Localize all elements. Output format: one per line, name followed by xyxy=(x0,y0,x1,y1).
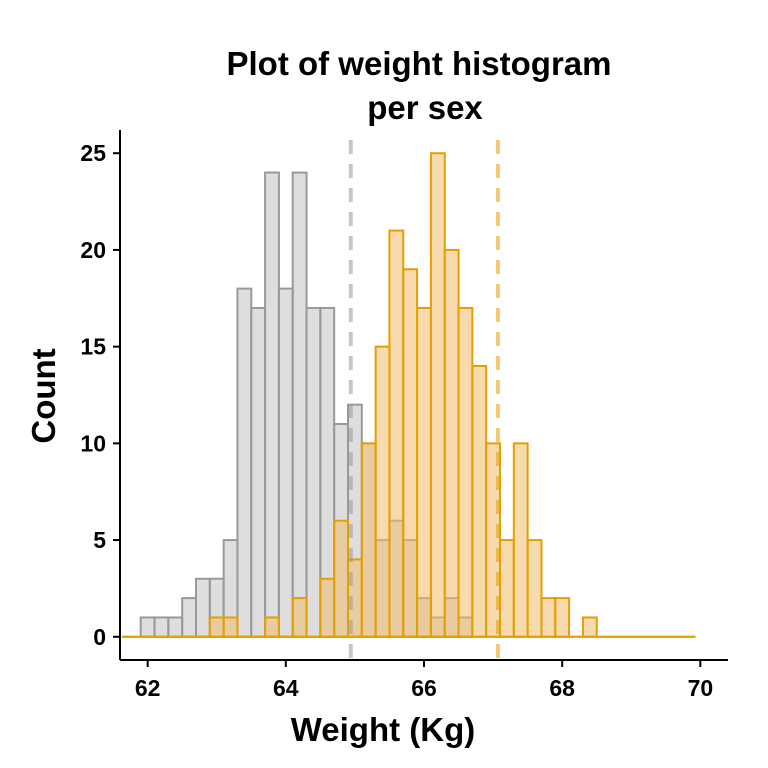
y-tick-label: 20 xyxy=(80,237,106,263)
chart-title-line1: Plot of weight histogram xyxy=(227,45,612,82)
series-0-bar xyxy=(305,306,322,638)
series-1-bar xyxy=(457,306,474,638)
y-tick-label: 25 xyxy=(80,140,106,166)
series-1-bar xyxy=(374,345,391,638)
x-tick-label: 70 xyxy=(688,675,714,701)
series-0-bar xyxy=(277,287,294,638)
series-0-bar xyxy=(195,577,211,638)
x-tick-label: 64 xyxy=(273,675,299,701)
series-1-bar xyxy=(402,268,419,638)
series-1-bar xyxy=(429,152,446,638)
series-0-bar xyxy=(153,616,170,638)
series-1-bar xyxy=(319,577,336,638)
series-1-bar xyxy=(499,539,515,638)
series-1-bar xyxy=(264,616,280,638)
plot-area xyxy=(122,140,696,660)
x-tick-label: 68 xyxy=(549,675,575,701)
series-1-bar xyxy=(512,442,529,638)
x-tick-label: 66 xyxy=(411,675,437,701)
y-tick-label: 0 xyxy=(93,624,106,650)
series-1-bar xyxy=(554,597,571,638)
series-0-bar xyxy=(167,616,184,638)
series-1-bar xyxy=(526,539,543,638)
series-0-bar xyxy=(181,597,197,638)
series-1-bar xyxy=(208,616,225,638)
series-0-bar xyxy=(139,616,156,638)
y-tick-label: 10 xyxy=(80,430,106,456)
series-1-bar xyxy=(471,364,488,638)
series-1-group xyxy=(122,152,696,638)
series-1-bar xyxy=(443,248,460,638)
x-axis-title: Weight (Kg) xyxy=(291,711,476,748)
series-1-bar xyxy=(333,519,349,638)
series-0-bar xyxy=(236,287,253,638)
x-tick-label: 62 xyxy=(135,675,161,701)
series-1-bar xyxy=(581,616,598,638)
series-0-bar xyxy=(264,171,280,638)
series-1-bar xyxy=(222,616,239,638)
series-1-bar xyxy=(416,306,432,638)
y-axis-title: Count xyxy=(25,348,62,443)
series-1-bar xyxy=(388,229,405,638)
series-0-bar xyxy=(250,306,267,638)
series-0-bar xyxy=(291,171,308,638)
series-1-bar xyxy=(291,597,308,638)
series-1-bar xyxy=(540,597,557,638)
chart-title-line2: per sex xyxy=(367,89,483,126)
axes: 0 5 10 15 20 25 62 64 66 68 70 xyxy=(80,130,728,701)
series-1-bar xyxy=(360,442,377,638)
y-tick-label: 15 xyxy=(80,334,106,360)
y-tick-label: 5 xyxy=(93,527,106,553)
